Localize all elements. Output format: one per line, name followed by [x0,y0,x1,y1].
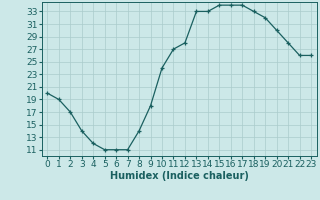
X-axis label: Humidex (Indice chaleur): Humidex (Indice chaleur) [110,171,249,181]
